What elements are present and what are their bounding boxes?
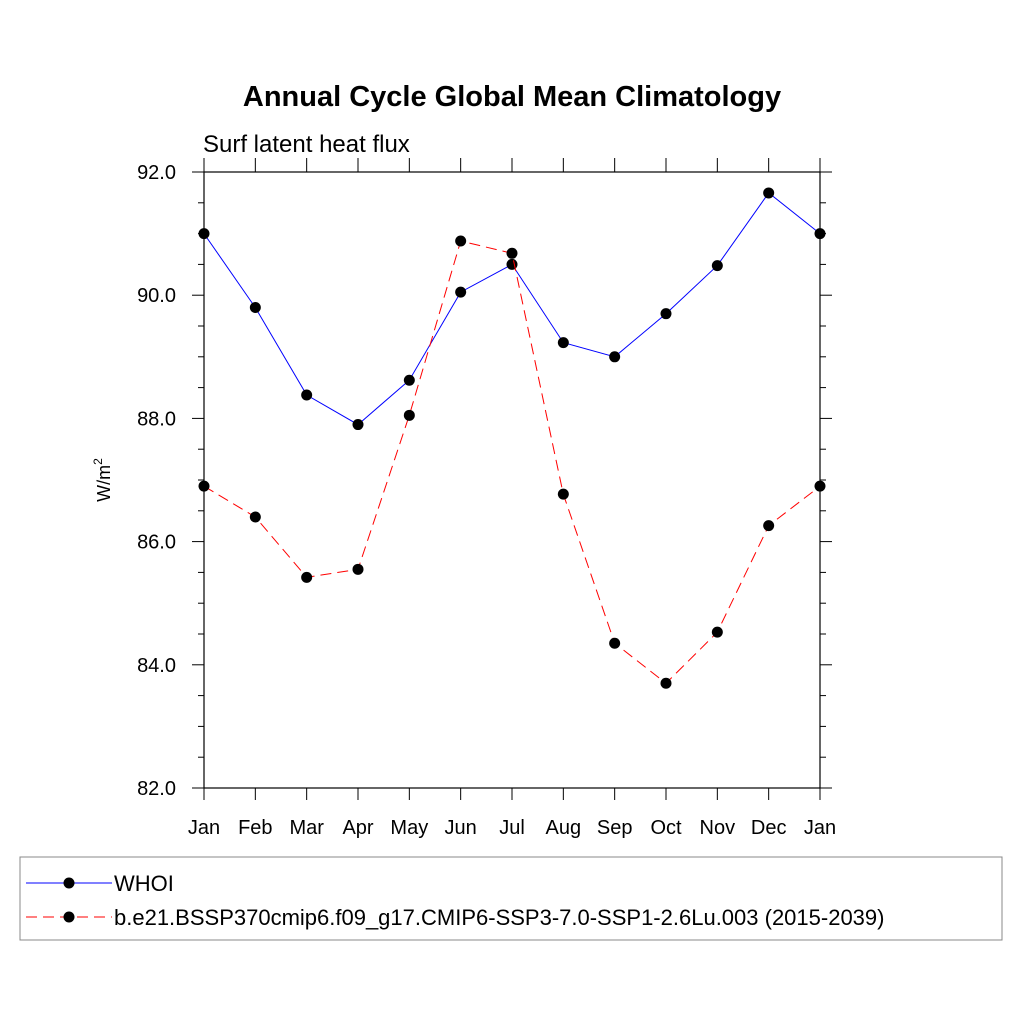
series-2-point bbox=[557, 488, 569, 500]
x-tick-label: Mar bbox=[289, 817, 324, 839]
legend-marker-2 bbox=[63, 911, 75, 923]
y-axis-label: W/m2 bbox=[91, 458, 114, 502]
legend: WHOI b.e21.BSSP370cmip6.f09_g17.CMIP6-SSP… bbox=[26, 871, 884, 930]
series-1-point bbox=[660, 308, 672, 320]
chart-title: Annual Cycle Global Mean Climatology bbox=[243, 81, 781, 113]
series-2-point bbox=[352, 563, 364, 575]
series-2-point bbox=[506, 247, 518, 259]
series-2-point bbox=[403, 409, 415, 421]
chart-subtitle: Surf latent heat flux bbox=[203, 131, 410, 158]
x-tick-label: Dec bbox=[751, 817, 787, 839]
series-2-point bbox=[198, 480, 210, 492]
y-tick-label: 90.0 bbox=[137, 285, 176, 307]
series-2-point bbox=[455, 235, 467, 247]
series-1-point bbox=[814, 228, 826, 240]
series-1-point bbox=[249, 302, 261, 314]
legend-label-2: b.e21.BSSP370cmip6.f09_g17.CMIP6-SSP3-7.… bbox=[114, 905, 884, 930]
y-tick-label: 92.0 bbox=[137, 162, 176, 184]
legend-marker-1 bbox=[63, 877, 75, 889]
series-1-point bbox=[352, 419, 364, 431]
y-tick-label: 84.0 bbox=[137, 655, 176, 677]
y-tick-label: 88.0 bbox=[137, 408, 176, 430]
x-tick-label: Apr bbox=[342, 817, 373, 839]
y-axis-label-superscript: 2 bbox=[91, 458, 105, 465]
series-2-point bbox=[814, 480, 826, 492]
series-2-point bbox=[660, 677, 672, 689]
axis-ticks bbox=[192, 158, 832, 800]
series-2-point bbox=[301, 571, 313, 583]
series-line-2 bbox=[203, 240, 821, 684]
series-1-point bbox=[711, 260, 723, 272]
series-2-point bbox=[609, 637, 621, 649]
x-tick-label: May bbox=[390, 817, 428, 839]
legend-box bbox=[19, 856, 1003, 941]
series-2-point bbox=[711, 626, 723, 638]
x-tick-label: Sep bbox=[597, 817, 633, 839]
series-1-point bbox=[455, 286, 467, 298]
x-tick-labels: Jan Feb Mar Apr May Jun Jul Aug Sep Oct Nov Dec Jan bbox=[188, 817, 836, 839]
series-2-point bbox=[763, 520, 775, 532]
series-1-point bbox=[609, 351, 621, 363]
series-1-point bbox=[403, 374, 415, 386]
x-tick-label: Jul bbox=[499, 817, 525, 839]
series-2-point bbox=[249, 511, 261, 523]
x-tick-label: Jan bbox=[804, 817, 836, 839]
series-1-point bbox=[198, 228, 210, 240]
series-1-point bbox=[763, 187, 775, 199]
series-line-1 bbox=[203, 192, 821, 426]
series-1-point bbox=[557, 337, 569, 349]
x-tick-label: Oct bbox=[650, 817, 682, 839]
x-tick-label: Feb bbox=[238, 817, 272, 839]
y-tick-labels: 82.0 84.0 86.0 88.0 90.0 92.0 bbox=[137, 162, 176, 800]
y-axis-label-text: W/m bbox=[94, 465, 114, 502]
series-layer bbox=[198, 187, 826, 689]
series-1-point bbox=[301, 389, 313, 401]
x-tick-label: Nov bbox=[700, 817, 736, 839]
y-tick-label: 82.0 bbox=[137, 778, 176, 800]
x-tick-label: Jan bbox=[188, 817, 220, 839]
x-tick-label: Jun bbox=[445, 817, 477, 839]
x-tick-label: Aug bbox=[546, 817, 582, 839]
series-1-point bbox=[506, 258, 518, 270]
legend-label-1: WHOI bbox=[114, 871, 174, 896]
y-tick-label: 86.0 bbox=[137, 532, 176, 554]
